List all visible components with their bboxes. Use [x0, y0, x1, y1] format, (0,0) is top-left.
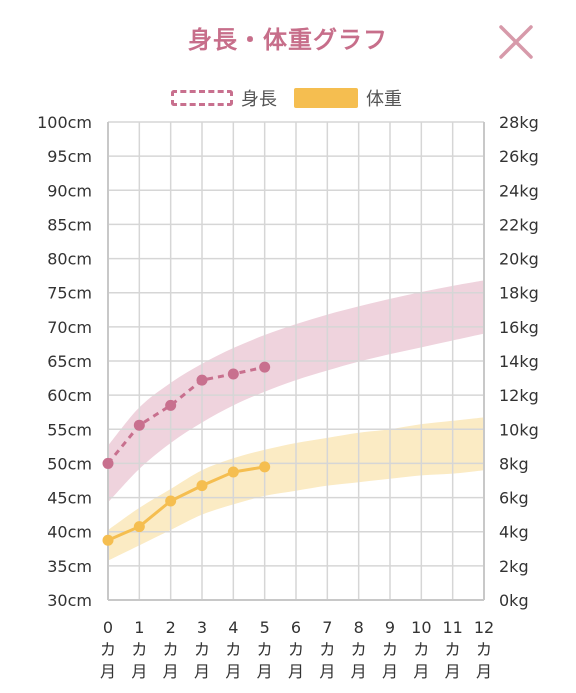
data-point-weight: [259, 461, 271, 473]
x-tick-label: 10 カ月: [411, 618, 431, 681]
y-left-tick-label: 50cm: [47, 454, 92, 473]
data-point-weight: [133, 521, 145, 533]
y-left-tick-label: 35cm: [47, 557, 92, 576]
y-right-tick-label: 20kg: [499, 250, 539, 269]
legend-swatch-weight: [294, 88, 358, 108]
y-left-tick-label: 90cm: [47, 181, 92, 200]
y-left-tick-label: 40cm: [47, 523, 92, 542]
y-right-tick-label: 18kg: [499, 284, 539, 303]
y-left-tick-label: 55cm: [47, 420, 92, 439]
data-point-weight: [102, 534, 114, 546]
y-left-tick-label: 100cm: [37, 113, 92, 132]
legend-item-height: 身長: [171, 84, 277, 112]
y-left-tick-label: 30cm: [47, 591, 92, 610]
y-right-tick-label: 22kg: [499, 215, 539, 234]
x-tick-label: 11 カ月: [442, 618, 462, 681]
legend-item-weight: 体重: [294, 84, 402, 112]
y-left-tick-label: 85cm: [47, 215, 92, 234]
y-right-tick-label: 12kg: [499, 386, 539, 405]
y-right-tick-label: 10kg: [499, 420, 539, 439]
legend-label-height: 身長: [241, 89, 277, 110]
y-right-tick-label: 4kg: [499, 523, 529, 542]
x-tick-label: 9 カ月: [382, 618, 398, 681]
x-tick-label: 0 カ月: [100, 618, 116, 681]
x-tick-label: 1 カ月: [131, 618, 147, 681]
data-point-height: [196, 374, 208, 386]
y-left-tick-label: 70cm: [47, 318, 92, 337]
data-point-weight: [196, 480, 208, 492]
y-right-tick-label: 0kg: [499, 591, 529, 610]
data-point-weight: [227, 466, 239, 478]
y-right-tick-label: 14kg: [499, 352, 539, 371]
x-tick-label: 8 カ月: [351, 618, 367, 681]
x-tick-label: 4 カ月: [225, 618, 241, 681]
close-button[interactable]: [492, 18, 540, 66]
data-point-height: [259, 361, 271, 373]
x-tick-label: 2 カ月: [163, 618, 179, 681]
x-tick-label: 6 カ月: [288, 618, 304, 681]
y-right-tick-label: 6kg: [499, 489, 529, 508]
y-right-tick-label: 2kg: [499, 557, 529, 576]
data-point-height: [133, 419, 145, 431]
y-right-tick-label: 8kg: [499, 454, 529, 473]
x-tick-label: 12 カ月: [474, 618, 494, 681]
y-left-tick-label: 95cm: [47, 147, 92, 166]
page-title: 身長・体重グラフ: [188, 26, 388, 54]
y-right-tick-label: 28kg: [499, 113, 539, 132]
data-point-height: [227, 368, 239, 380]
x-tick-label: 5 カ月: [257, 618, 273, 681]
y-left-tick-label: 75cm: [47, 284, 92, 303]
y-right-tick-label: 26kg: [499, 147, 539, 166]
y-right-tick-label: 16kg: [499, 318, 539, 337]
data-point-height: [165, 399, 177, 411]
data-point-weight: [165, 495, 177, 507]
x-tick-label: 3 カ月: [194, 618, 210, 681]
y-left-tick-label: 45cm: [47, 489, 92, 508]
close-icon: [499, 25, 533, 59]
y-left-tick-label: 60cm: [47, 386, 92, 405]
y-left-tick-label: 65cm: [47, 352, 92, 371]
legend-swatch-height: [171, 90, 233, 106]
y-right-tick-label: 24kg: [499, 181, 539, 200]
y-left-tick-label: 80cm: [47, 250, 92, 269]
x-tick-label: 7 カ月: [319, 618, 335, 681]
chart-legend: 身長 体重: [0, 84, 576, 112]
data-point-height: [102, 457, 114, 469]
legend-label-weight: 体重: [366, 89, 402, 110]
